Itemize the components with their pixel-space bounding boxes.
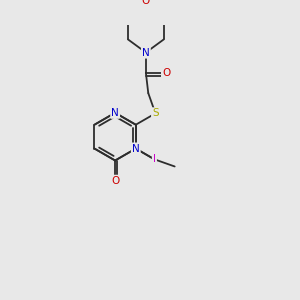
Text: I: I xyxy=(153,154,156,164)
Text: O: O xyxy=(162,68,170,78)
Text: N: N xyxy=(132,144,140,154)
Text: S: S xyxy=(152,108,159,118)
Text: O: O xyxy=(111,176,119,186)
Text: N: N xyxy=(111,108,119,118)
Text: N: N xyxy=(142,47,150,58)
Text: O: O xyxy=(142,0,150,6)
